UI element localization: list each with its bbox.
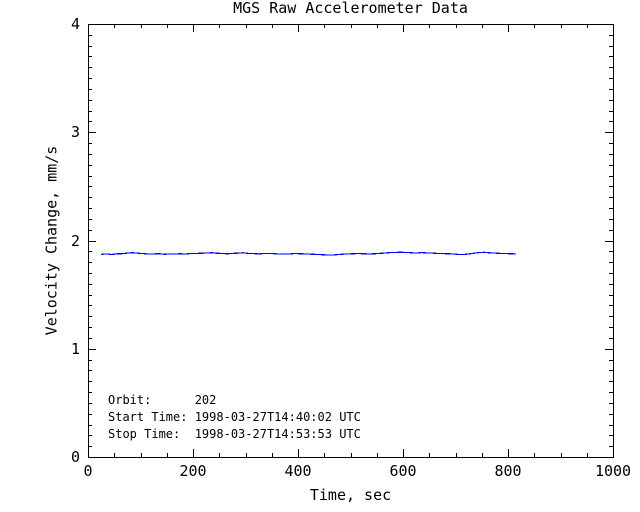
data-series-line (101, 251, 516, 256)
y-tick-label: 4 (70, 15, 80, 33)
y-tick-label: 3 (70, 123, 80, 142)
annotation-orbit: Orbit: 202 (108, 393, 217, 407)
tick-marks (88, 24, 614, 458)
x-tick-label: 800 (494, 462, 522, 480)
x-tick-label: 1000 (594, 462, 632, 480)
chart-title: MGS Raw Accelerometer Data (233, 0, 468, 17)
x-axis-label: Time, sec (309, 486, 392, 504)
x-tick-label: 400 (284, 462, 312, 480)
y-tick-label: 2 (70, 231, 80, 250)
annotation-start-time: Start Time: 1998-03-27T14:40:02 UTC (108, 410, 361, 424)
x-tick-label: 200 (179, 462, 207, 480)
y-tick-label: 0 (70, 448, 80, 466)
y-tick-label: 1 (70, 339, 80, 358)
x-tick-label: 0 (83, 462, 93, 480)
annotation-stop-time: Stop Time: 1998-03-27T14:53:53 UTC (108, 427, 361, 441)
x-tick-label: 600 (389, 462, 417, 480)
